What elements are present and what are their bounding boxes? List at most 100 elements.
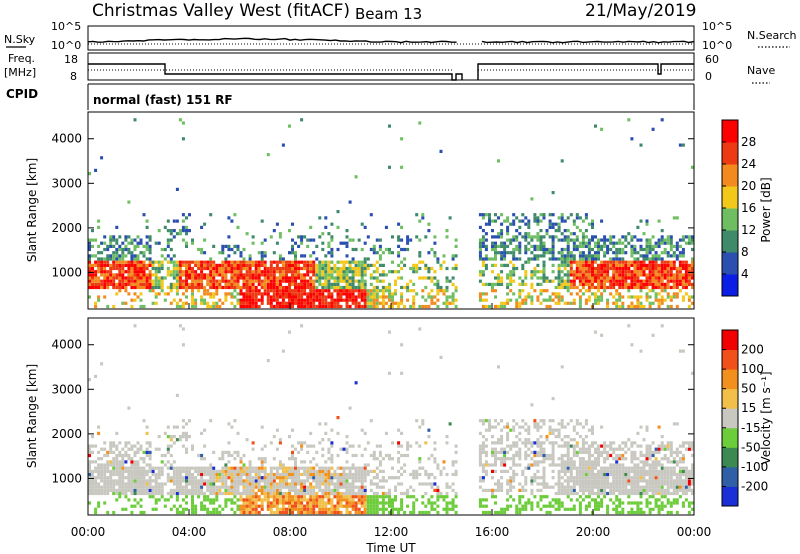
power-cell <box>263 254 267 258</box>
power-cell <box>254 292 258 296</box>
freq-tick-top: 18 <box>64 53 78 66</box>
velocity-cell <box>224 485 228 489</box>
power-cell <box>660 266 664 271</box>
power-cell <box>236 301 240 305</box>
power-cell <box>581 282 585 286</box>
power-cell <box>154 279 158 283</box>
velocity-cell <box>481 466 485 470</box>
velocity-cell <box>300 485 304 489</box>
power-cell <box>348 200 352 204</box>
power-cell <box>591 260 594 264</box>
velocity-cell <box>318 479 322 483</box>
velocity-cell <box>263 460 267 464</box>
velocity-cell <box>260 504 264 508</box>
velocity-cell <box>191 444 194 448</box>
velocity-cell <box>109 482 113 486</box>
velocity-cell <box>333 507 337 511</box>
power-cell <box>363 279 367 283</box>
velocity-cell <box>581 447 585 451</box>
velocity-cell <box>603 472 607 477</box>
velocity-cell <box>333 491 337 496</box>
power-cell <box>194 285 198 290</box>
power-cell <box>245 270 249 274</box>
power-cell <box>663 260 667 264</box>
velocity-cell <box>294 466 297 470</box>
velocity-cell <box>254 479 258 483</box>
velocity-cell <box>266 504 270 508</box>
power-cell <box>615 263 619 267</box>
velocity-cell <box>357 501 361 505</box>
velocity-cell <box>388 371 391 375</box>
velocity-cell <box>515 453 519 458</box>
power-cell <box>239 273 243 277</box>
power-cell <box>633 235 637 239</box>
power-cell <box>266 153 270 157</box>
velocity-cell <box>224 482 228 486</box>
velocity-cell <box>188 479 191 483</box>
velocity-cell <box>330 444 334 448</box>
velocity-cell <box>288 482 291 486</box>
velocity-cell <box>560 453 564 458</box>
power-cell <box>94 282 98 286</box>
velocity-cell <box>103 472 107 477</box>
power-cell <box>263 285 267 290</box>
power-cell <box>481 260 485 264</box>
velocity-cell <box>306 498 310 502</box>
velocity-cell <box>127 466 131 470</box>
velocity-cell <box>591 463 594 467</box>
power-cell <box>363 298 367 302</box>
velocity-cell <box>566 476 570 480</box>
power-cell <box>563 247 567 252</box>
power-cell <box>566 238 570 242</box>
velocity-cell <box>597 504 600 508</box>
velocity-cell <box>545 457 549 461</box>
power-cell <box>433 276 437 280</box>
velocity-cell <box>421 466 425 470</box>
power-cell <box>191 276 194 280</box>
power-cell <box>675 285 679 290</box>
velocity-cell <box>212 507 216 511</box>
velocity-cell <box>494 463 497 467</box>
velocity-cell <box>400 371 404 375</box>
velocity-cell <box>542 447 546 451</box>
velocity-cell <box>569 488 573 492</box>
velocity-cell <box>233 479 237 483</box>
power-cell <box>185 241 188 245</box>
power-cell <box>278 304 282 309</box>
velocity-cell <box>497 482 500 486</box>
velocity-cell <box>281 501 285 505</box>
velocity-cell <box>578 447 582 451</box>
power-cell <box>324 295 328 299</box>
velocity-cell <box>560 460 564 464</box>
velocity-cell <box>551 450 555 454</box>
power-cell <box>330 254 334 258</box>
power-cell <box>651 276 655 280</box>
power-cell <box>275 282 279 286</box>
velocity-cell <box>494 495 497 499</box>
power-cell <box>591 263 594 267</box>
power-cell <box>560 295 564 299</box>
velocity-cell <box>391 498 394 502</box>
velocity-cell <box>591 479 594 483</box>
velocity-cell <box>260 476 264 480</box>
velocity-cell <box>400 453 404 458</box>
velocity-cell <box>481 444 485 448</box>
power-cell <box>600 285 604 290</box>
velocity-cell <box>88 444 91 448</box>
power-cell <box>242 273 246 277</box>
velocity-cell <box>245 491 249 496</box>
power-cell <box>333 298 337 302</box>
velocity-cell <box>357 510 361 515</box>
velocity-cell <box>148 488 152 492</box>
velocity-cell <box>206 488 210 492</box>
power-cell <box>648 276 652 280</box>
power-cell <box>91 229 94 233</box>
velocity-cell <box>509 457 513 461</box>
velocity-cell <box>357 444 361 448</box>
velocity-cell <box>185 469 188 473</box>
power-cell <box>94 276 98 280</box>
power-cell <box>587 263 591 267</box>
velocity-cell <box>524 453 528 458</box>
power-cell <box>606 270 610 274</box>
velocity-cell <box>606 504 610 508</box>
